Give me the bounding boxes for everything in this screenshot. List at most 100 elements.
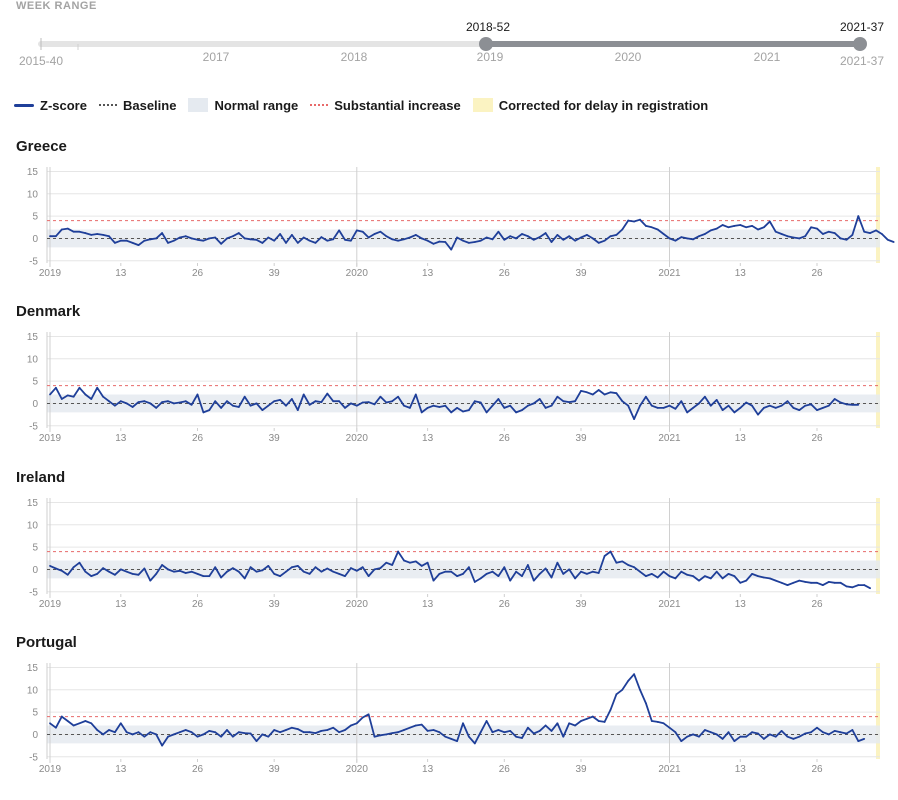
zscore-point	[532, 732, 535, 735]
zscore-point	[208, 409, 211, 412]
zscore-point	[556, 561, 559, 564]
zscore-point	[267, 735, 270, 738]
slider-start-handle[interactable]	[479, 37, 493, 51]
zscore-point	[426, 407, 429, 409]
zscore-point	[869, 587, 871, 590]
zscore-point	[633, 673, 635, 676]
zscore-point	[816, 409, 818, 412]
legend-item-normal-range[interactable]: Normal range	[188, 98, 298, 113]
zscore-point	[562, 400, 565, 403]
zscore-point	[633, 418, 635, 420]
zscore-point	[261, 733, 264, 736]
normal-range-swatch	[188, 98, 209, 112]
zscore-point	[403, 559, 405, 562]
zscore-point	[603, 555, 606, 557]
zscore-point	[450, 570, 453, 573]
x-tick-label: 13	[735, 433, 747, 444]
zscore-point	[143, 735, 146, 738]
zscore-point	[468, 242, 470, 244]
zscore-point	[615, 233, 618, 236]
zscore-point	[90, 722, 93, 725]
zscore-point	[190, 570, 193, 573]
zscore-point	[243, 237, 246, 240]
zscore-point	[102, 733, 104, 736]
zscore-point	[674, 239, 677, 242]
zscore-point	[774, 579, 777, 582]
zscore-point	[633, 220, 635, 223]
zscore-point	[379, 567, 382, 570]
legend-item-zscore[interactable]: Z-score	[14, 98, 87, 113]
zscore-point	[84, 232, 87, 234]
zscore-point	[243, 732, 246, 735]
zscore-point	[78, 386, 81, 389]
y-tick-label: -5	[29, 752, 38, 763]
zscore-point	[125, 239, 128, 242]
zscore-point	[55, 235, 57, 238]
zscore-point	[108, 400, 110, 403]
zscore-point	[462, 410, 464, 413]
zscore-point	[798, 409, 801, 412]
x-tick-label: 39	[575, 433, 587, 444]
zscore-point	[332, 726, 335, 729]
zscore-point	[255, 238, 258, 241]
zscore-point	[580, 390, 582, 392]
zscore-point	[857, 403, 860, 406]
zscore-point	[332, 238, 335, 241]
zscore-point	[414, 724, 417, 727]
zscore-point	[291, 398, 293, 400]
zscore-point	[822, 233, 824, 235]
zscore-point	[609, 235, 612, 238]
zscore-point	[102, 567, 104, 570]
zscore-point	[66, 227, 69, 230]
zscore-point	[350, 567, 352, 570]
zscore-point	[562, 238, 565, 241]
country-title-portugal: Portugal	[16, 634, 77, 651]
x-tick-label: 13	[422, 268, 434, 279]
zscore-point	[55, 567, 57, 570]
x-tick-label: 13	[422, 599, 434, 610]
zscore-point	[615, 392, 618, 395]
zscore-point	[273, 729, 276, 731]
x-tick-label: 13	[115, 599, 127, 610]
zscore-point	[149, 402, 152, 405]
zscore-point	[562, 735, 565, 738]
zscore-point	[768, 733, 771, 736]
legend-item-baseline[interactable]: Baseline	[98, 97, 177, 113]
corrected-delay-band	[876, 332, 880, 428]
zscore-point	[450, 738, 453, 740]
zscore-point	[727, 226, 730, 229]
zscore-point	[291, 566, 293, 569]
zscore-point	[715, 733, 718, 736]
zscore-point	[320, 570, 323, 573]
slider-end-handle[interactable]	[853, 37, 867, 51]
zscore-point	[344, 238, 346, 241]
zscore-point	[751, 731, 753, 734]
zscore-point	[774, 735, 777, 738]
zscore-point	[757, 575, 759, 578]
zscore-point	[178, 236, 181, 239]
zscore-point	[473, 400, 476, 403]
zscore-point	[379, 395, 382, 398]
zscore-point	[727, 573, 730, 575]
legend-item-corrected[interactable]: Corrected for delay in registration	[472, 98, 708, 113]
week-range-slider[interactable]: 2018-52 2021-37 2015-40 2021-37 2017 201…	[0, 14, 898, 94]
x-tick-label: 13	[115, 764, 127, 775]
slider-year-label: 2017	[203, 50, 230, 64]
zscore-point	[827, 230, 830, 233]
y-tick-label: 5	[32, 543, 38, 554]
zscore-point	[774, 407, 777, 409]
zscore-point	[692, 238, 694, 241]
zscore-point	[674, 407, 677, 410]
legend-item-substantial-increase[interactable]: Substantial increase	[310, 98, 461, 113]
legend-label: Baseline	[122, 97, 177, 113]
x-tick-label: 13	[735, 764, 747, 775]
zscore-point	[881, 233, 883, 235]
x-tick-label: 39	[269, 599, 281, 610]
slider-year-label: 2021	[754, 50, 781, 64]
zscore-point	[733, 740, 736, 743]
zscore-point	[479, 239, 482, 242]
zscore-point	[597, 389, 600, 391]
zscore-point	[768, 220, 771, 223]
zscore-point	[892, 241, 895, 243]
zscore-point	[155, 407, 158, 409]
